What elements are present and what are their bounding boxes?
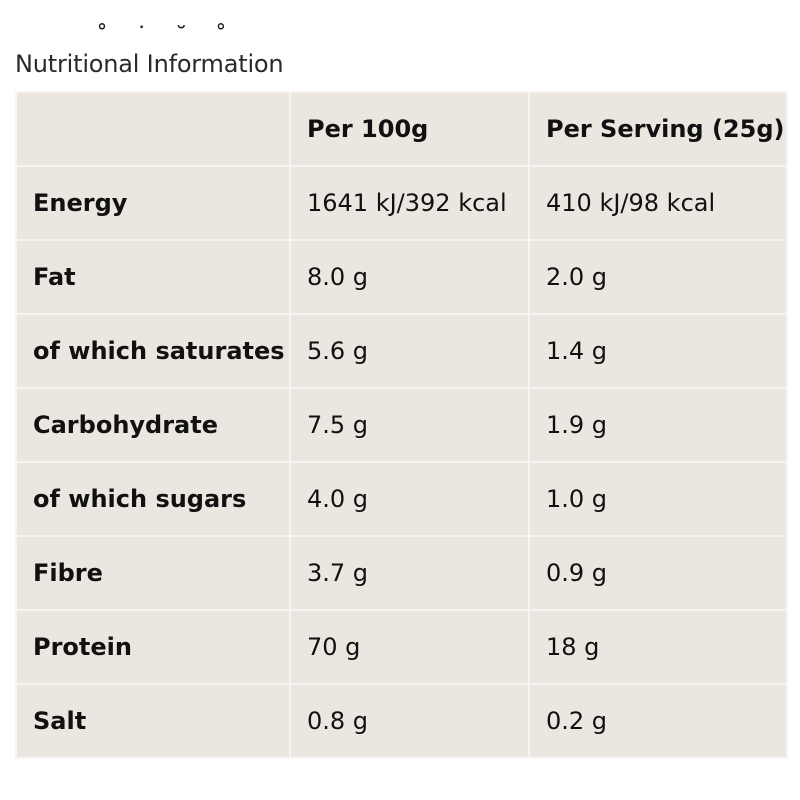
nutrient-name: Carbohydrate bbox=[15, 387, 291, 463]
per-100g-value: 0.8 g bbox=[289, 683, 530, 759]
per-serving-value: 0.9 g bbox=[528, 535, 788, 611]
nutrient-name: of which saturates bbox=[15, 313, 291, 389]
per-100g-value: 7.5 g bbox=[289, 387, 530, 463]
per-100g-value: 70 g bbox=[289, 609, 530, 685]
per-serving-value: 0.2 g bbox=[528, 683, 788, 759]
per-100g-value: 3.7 g bbox=[289, 535, 530, 611]
table-header-row: Per 100g Per Serving (25g) bbox=[15, 91, 788, 167]
table-header-per-serving: Per Serving (25g) bbox=[528, 91, 788, 167]
nutrient-name: Fat bbox=[15, 239, 291, 315]
table-row: Carbohydrate 7.5 g 1.9 g bbox=[15, 387, 788, 463]
table-row: of which saturates 5.6 g 1.4 g bbox=[15, 313, 788, 389]
nutrient-name: Fibre bbox=[15, 535, 291, 611]
table-row: Fat 8.0 g 2.0 g bbox=[15, 239, 788, 315]
table-row: Fibre 3.7 g 0.9 g bbox=[15, 535, 788, 611]
per-100g-value: 5.6 g bbox=[289, 313, 530, 389]
per-100g-value: 8.0 g bbox=[289, 239, 530, 315]
per-serving-value: 1.4 g bbox=[528, 313, 788, 389]
per-serving-value: 18 g bbox=[528, 609, 788, 685]
per-serving-value: 2.0 g bbox=[528, 239, 788, 315]
section-title: Nutritional Information bbox=[15, 50, 284, 78]
table-row: of which sugars 4.0 g 1.0 g bbox=[15, 461, 788, 537]
table-header-empty bbox=[15, 91, 291, 167]
table-row: Salt 0.8 g 0.2 g bbox=[15, 683, 788, 759]
cropped-previous-text: ˚ ˙ ˘ ˚ bbox=[14, 0, 786, 42]
per-100g-value: 4.0 g bbox=[289, 461, 530, 537]
per-100g-value: 1641 kJ/392 kcal bbox=[289, 165, 530, 241]
per-serving-value: 1.9 g bbox=[528, 387, 788, 463]
nutrient-name: Protein bbox=[15, 609, 291, 685]
table-row: Energy 1641 kJ/392 kcal 410 kJ/98 kcal bbox=[15, 165, 788, 241]
cropped-text-fragment: ˚ ˙ ˘ ˚ bbox=[96, 22, 237, 42]
nutrition-table: Per 100g Per Serving (25g) Energy 1641 k… bbox=[15, 91, 788, 759]
per-serving-value: 1.0 g bbox=[528, 461, 788, 537]
table-header-per-100g: Per 100g bbox=[289, 91, 530, 167]
per-serving-value: 410 kJ/98 kcal bbox=[528, 165, 788, 241]
table-row: Protein 70 g 18 g bbox=[15, 609, 788, 685]
nutrient-name: Energy bbox=[15, 165, 291, 241]
nutrient-name: Salt bbox=[15, 683, 291, 759]
nutrient-name: of which sugars bbox=[15, 461, 291, 537]
